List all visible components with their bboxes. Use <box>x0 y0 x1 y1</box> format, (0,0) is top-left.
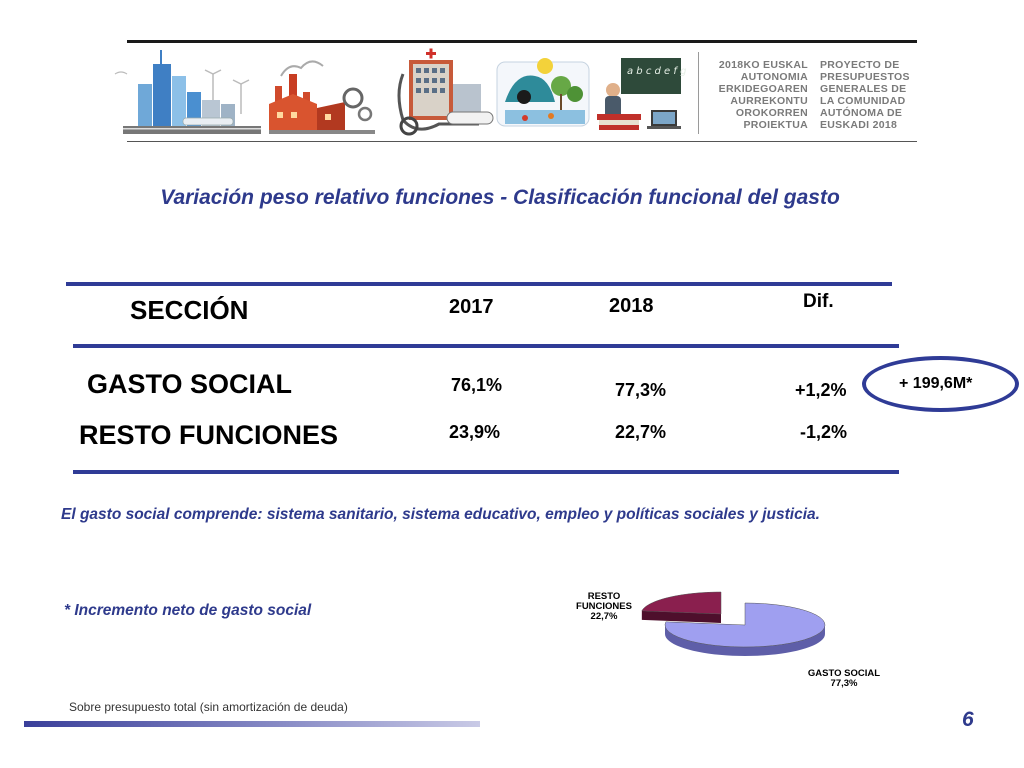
table-bottom-rule <box>73 470 899 474</box>
footer-bar <box>24 721 480 727</box>
highlight-oval <box>862 356 1019 412</box>
page-number: 6 <box>962 708 974 731</box>
banner-divider <box>698 52 699 134</box>
banner-illustrations: a b c d e f g <box>114 48 686 136</box>
pie-slice-gasto-social <box>664 602 826 648</box>
banner-top-rule <box>127 40 917 43</box>
increment-note: * Incremento neto de gasto social <box>64 602 312 619</box>
hospital-illustration <box>397 48 494 136</box>
row-resto-funciones-2017: 23,9% <box>449 422 501 442</box>
park-illustration <box>496 58 590 127</box>
row-resto-funciones-name: RESTO FUNCIONES <box>79 420 339 450</box>
header-dif: Dif. <box>803 291 834 312</box>
pie-label-gasto-social: GASTO SOCIAL 77,3% <box>807 668 881 689</box>
banner-spanish-text: PROYECTO DE PRESUPUESTOS GENERALES DE LA… <box>820 59 910 131</box>
row-gasto-social-2018: 77,3% <box>615 380 667 400</box>
factory-illustration <box>265 54 377 134</box>
banner-bottom-rule <box>127 141 917 142</box>
footnote: Sobre presupuesto total (sin amortizació… <box>69 700 348 714</box>
header-2017: 2017 <box>449 296 494 318</box>
table-top-rule <box>66 282 892 286</box>
city-illustration <box>114 50 261 134</box>
blackboard-text: a b c d e f g <box>627 66 686 77</box>
pie-slice-edge <box>641 610 721 623</box>
pie-label-resto-funciones: RESTO FUNCIONES 22,7% <box>576 591 632 622</box>
header-section: SECCIÓN <box>130 295 249 325</box>
row-gasto-social-2017: 76,1% <box>451 375 503 395</box>
row-gasto-social-name: GASTO SOCIAL <box>87 369 293 399</box>
highlight-value: + 199,6M* <box>899 375 973 392</box>
pie-chart <box>641 591 826 656</box>
social-spending-note: El gasto social comprende: sistema sanit… <box>61 506 820 523</box>
row-resto-funciones-dif: -1,2% <box>800 422 848 442</box>
education-illustration: a b c d e f g <box>597 58 686 130</box>
banner-basque-text: 2018KO EUSKAL AUTONOMIA ERKIDEGOAREN AUR… <box>718 59 808 131</box>
row-resto-funciones-2018: 22,7% <box>615 422 667 442</box>
page-title: Variación peso relativo funciones - Clas… <box>160 186 840 209</box>
pie-slice-resto-funciones <box>641 591 722 615</box>
header-2018: 2018 <box>609 295 654 317</box>
row-gasto-social-dif: +1,2% <box>795 380 847 400</box>
table-header-rule <box>73 344 899 348</box>
pie-slice-side-gasto-social <box>665 625 825 656</box>
